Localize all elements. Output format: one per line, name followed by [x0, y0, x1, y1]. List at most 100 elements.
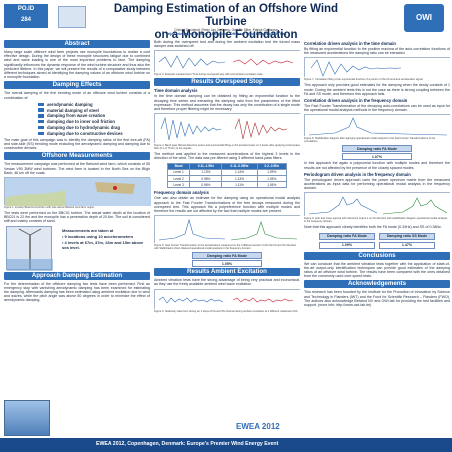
bullet-icon: [38, 125, 44, 130]
table-row: Level 3 0.96% 1.11% 1.05%: [166, 181, 288, 189]
bullet-icon: [38, 131, 44, 136]
damping-ss-pill: Damping ratio SS Mode: [379, 232, 435, 240]
correlation-time-heading: Correlation driven analysis in the time …: [304, 41, 396, 46]
column-left: Abstract Many large scale offshore wind …: [4, 40, 151, 305]
offshore-text1: The measurement campaign was performed a…: [4, 162, 150, 175]
acknowledgements-text: This research has been founded by the In…: [304, 290, 450, 308]
fft-figure: [154, 215, 301, 245]
affiliation: Vrije Universiteit Brussel – Belgium – O…: [165, 32, 287, 36]
fig7-caption: Figure 7. Correlation fitting of an expo…: [304, 78, 424, 82]
damping-fa-pill-2: Damping ratio FA Mode: [342, 145, 412, 153]
decay-figure: [154, 113, 301, 145]
list-item: material damping of steel: [38, 108, 150, 113]
fig3-caption: Figure 3. Example measurement Time durin…: [154, 73, 264, 77]
correlation-freq-text: The Fast Fourier Transformation of the d…: [304, 104, 450, 113]
list-item: damping due to constructive devices: [38, 131, 150, 136]
freq-domain-text: One can also obtain an estimate for the …: [154, 196, 300, 213]
poster-footer: EWEA 2012, Copenhagen, Denmark: Europe's…: [0, 438, 452, 452]
conclusions-text: We can conclude that the ambient vibrati…: [304, 261, 450, 279]
damping-value-row: 1.09% 1.47%: [304, 241, 450, 250]
time-domain-subheading: Time domain analysis: [154, 88, 198, 94]
periodogram-heading: Periodogram driven analysis in the frequ…: [304, 171, 411, 177]
damping-effects-outro: The main goal of this campaign was to id…: [4, 137, 150, 151]
offshore-measurements-heading: Offshore Measurements: [4, 152, 150, 161]
footer-text: EWEA 2012, Copenhagen, Denmark: Europe's…: [96, 441, 279, 447]
fig6-caption: Figure 6. Stationary data from during an…: [154, 309, 299, 313]
correlation-freq-heading: Correlation driven analysis in the frequ…: [304, 98, 408, 104]
time-series-plot: [155, 51, 301, 74]
approach-heading: Approach Damping Estimation: [4, 271, 150, 280]
turbine-sketch: [6, 225, 53, 271]
overspeed-heading: Results Overspeed Stop: [154, 78, 300, 87]
damping-fa-value-3: 1.09%: [319, 241, 375, 249]
fig8-caption: Figure 8. Stabilization diagram after ap…: [304, 137, 436, 144]
damping-fa-value: 1.05%: [192, 260, 262, 268]
correlation-time-text2: This approach only provides good estimat…: [304, 83, 450, 96]
list-item: aerodynamic damping: [38, 102, 150, 107]
title-line1: Damping Estimation of an Offshore Wind T…: [113, 3, 339, 28]
abstract-heading: Abstract: [4, 40, 150, 48]
fig5-caption: Figure 5. Fast Fourier Transformation of…: [154, 244, 297, 251]
fft-plot: [155, 216, 301, 245]
time-domain-text2: The method was applied to the measured a…: [154, 152, 300, 161]
damping-fa-value-2: 1.07%: [342, 153, 412, 161]
time-domain-text: In the time domain damping can be obtain…: [154, 94, 300, 112]
list-item: damping due to inner soil friction: [38, 119, 150, 124]
conclusions-heading: Conclusions: [304, 251, 450, 260]
col2-intro: Both during the overspeed test and durin…: [154, 40, 300, 49]
list-item: • 9 locations using 10 accelerometers: [62, 233, 134, 239]
poster-title: Damping Estimation of an Offshore Wind T…: [92, 3, 360, 42]
column-right: Correlation driven analysis in the time …: [304, 40, 451, 309]
wind-turbine-photo: [4, 400, 50, 436]
poster-id-badge: PO.ID 284: [4, 4, 48, 28]
periodogram-text2: Note that this approach clearly identifi…: [304, 225, 442, 230]
measurement-list-title: Measurements are taken at: [62, 227, 114, 233]
correlation-time-text: By fitting an exponential function to th…: [304, 47, 450, 56]
correlation-figure: [304, 57, 451, 79]
abstract-text: Many large scale offshore wind farm proj…: [4, 50, 150, 80]
title-line2: on a Monopile Foundation: [154, 29, 298, 41]
table-row: Level 2 0.98% 1.13% 1.05%: [166, 174, 288, 183]
ambient-text: Ambient vibration tests have the strong …: [154, 278, 300, 287]
column-middle: Both during the overspeed test and durin…: [154, 40, 301, 315]
damping-fa-pill-3: Damping ratio FA Mode: [319, 232, 375, 240]
ambient-heading: Results Ambient Excitation: [154, 268, 300, 277]
map-graphic: [5, 178, 151, 207]
damping-effects-list: aerodynamic damping material damping of …: [38, 102, 150, 136]
ambient-figure: [154, 288, 301, 310]
bullet-icon: [38, 119, 44, 124]
decay-plot: [155, 114, 301, 145]
damping-effects-heading: Damping Effects: [4, 81, 150, 90]
bullet-icon: [38, 102, 44, 107]
ambient-plot: [155, 289, 301, 310]
spectra-plot: [305, 193, 451, 218]
measurement-list: Measurements are taken at • 9 locations …: [62, 226, 150, 250]
stabilization-plot: [305, 115, 451, 138]
bullet-icon: [38, 114, 44, 118]
offshore-text2: The tests were performed on the BBC01 tu…: [4, 211, 150, 224]
map-caption: Figure 1. location Belwind wind farm wit…: [4, 206, 95, 210]
list-item: damping due to hydrodynamic drag: [38, 125, 150, 130]
university-logo: [58, 6, 86, 28]
badge-line1: PO.ID: [17, 6, 35, 12]
poster-header: PO.ID 284 Damping Estimation of an Offsh…: [0, 0, 452, 41]
damping-fa-pill: Damping ratio FA Mode: [192, 252, 262, 260]
damping-effects-intro: The overall damping of the first bending…: [4, 91, 150, 100]
correlation-freq-text2: In this approach the again a polynomial …: [304, 161, 450, 170]
list-item: • 4 levels at 67m, 37m, 23m and 15m abov…: [62, 239, 144, 250]
bullet-icon: [38, 108, 44, 112]
freq-domain-subheading: Frequency domain analysis: [154, 190, 209, 196]
ewea-logo: EWEA 2012: [236, 422, 280, 431]
authors: Christof Devriendt, Pieter Jan Jordaens,…: [174, 28, 278, 32]
owi-logo: OWI: [404, 4, 444, 32]
spectra-figure: [304, 192, 451, 218]
periodogram-text: The periodogram driven approach uses the…: [304, 177, 450, 191]
correlation-plot: [305, 58, 451, 79]
acknowledgements-heading: Acknowledgements: [304, 280, 450, 289]
map-figure: [4, 177, 151, 207]
list-item: damping from wave creation: [38, 113, 150, 118]
fig4-caption: Figure 4. Band-pass filtered data time s…: [154, 144, 300, 151]
damping-ss-value: 1.47%: [379, 241, 435, 249]
measurement-block: Measurements are taken at • 9 locations …: [4, 225, 150, 272]
approach-text: For the determination of the offshore da…: [4, 281, 150, 303]
